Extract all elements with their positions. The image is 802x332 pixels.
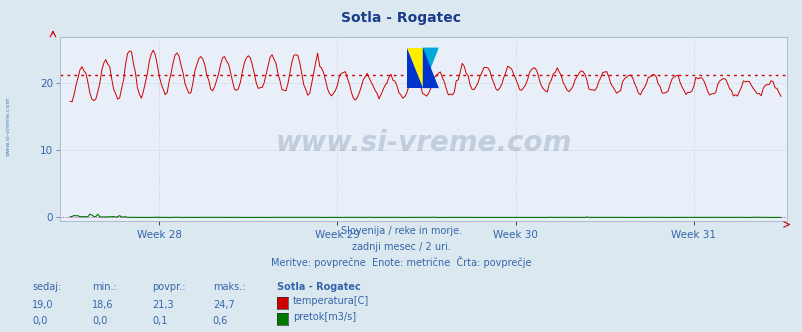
Text: www.si-vreme.com: www.si-vreme.com bbox=[275, 129, 571, 157]
Text: maks.:: maks.: bbox=[213, 283, 245, 292]
Text: min.:: min.: bbox=[92, 283, 117, 292]
Text: zadnji mesec / 2 uri.: zadnji mesec / 2 uri. bbox=[351, 242, 451, 252]
Text: Meritve: povprečne  Enote: metrične  Črta: povprečje: Meritve: povprečne Enote: metrične Črta:… bbox=[271, 256, 531, 268]
Text: Sotla - Rogatec: Sotla - Rogatec bbox=[341, 11, 461, 25]
Text: www.si-vreme.com: www.si-vreme.com bbox=[6, 96, 10, 156]
Text: 21,3: 21,3 bbox=[152, 300, 174, 310]
Polygon shape bbox=[407, 47, 423, 88]
Text: 0,1: 0,1 bbox=[152, 316, 168, 326]
Polygon shape bbox=[423, 47, 439, 88]
Polygon shape bbox=[407, 47, 423, 88]
Polygon shape bbox=[423, 47, 439, 88]
Text: 18,6: 18,6 bbox=[92, 300, 114, 310]
Text: Sotla - Rogatec: Sotla - Rogatec bbox=[277, 283, 360, 292]
Text: 0,6: 0,6 bbox=[213, 316, 228, 326]
Text: 24,7: 24,7 bbox=[213, 300, 234, 310]
Text: pretok[m3/s]: pretok[m3/s] bbox=[293, 312, 356, 322]
Text: Slovenija / reke in morje.: Slovenija / reke in morje. bbox=[341, 226, 461, 236]
Text: povpr.:: povpr.: bbox=[152, 283, 186, 292]
Text: 0,0: 0,0 bbox=[92, 316, 107, 326]
Text: 0,0: 0,0 bbox=[32, 316, 47, 326]
Text: 19,0: 19,0 bbox=[32, 300, 54, 310]
Text: temperatura[C]: temperatura[C] bbox=[293, 296, 369, 306]
Text: sedaj:: sedaj: bbox=[32, 283, 61, 292]
